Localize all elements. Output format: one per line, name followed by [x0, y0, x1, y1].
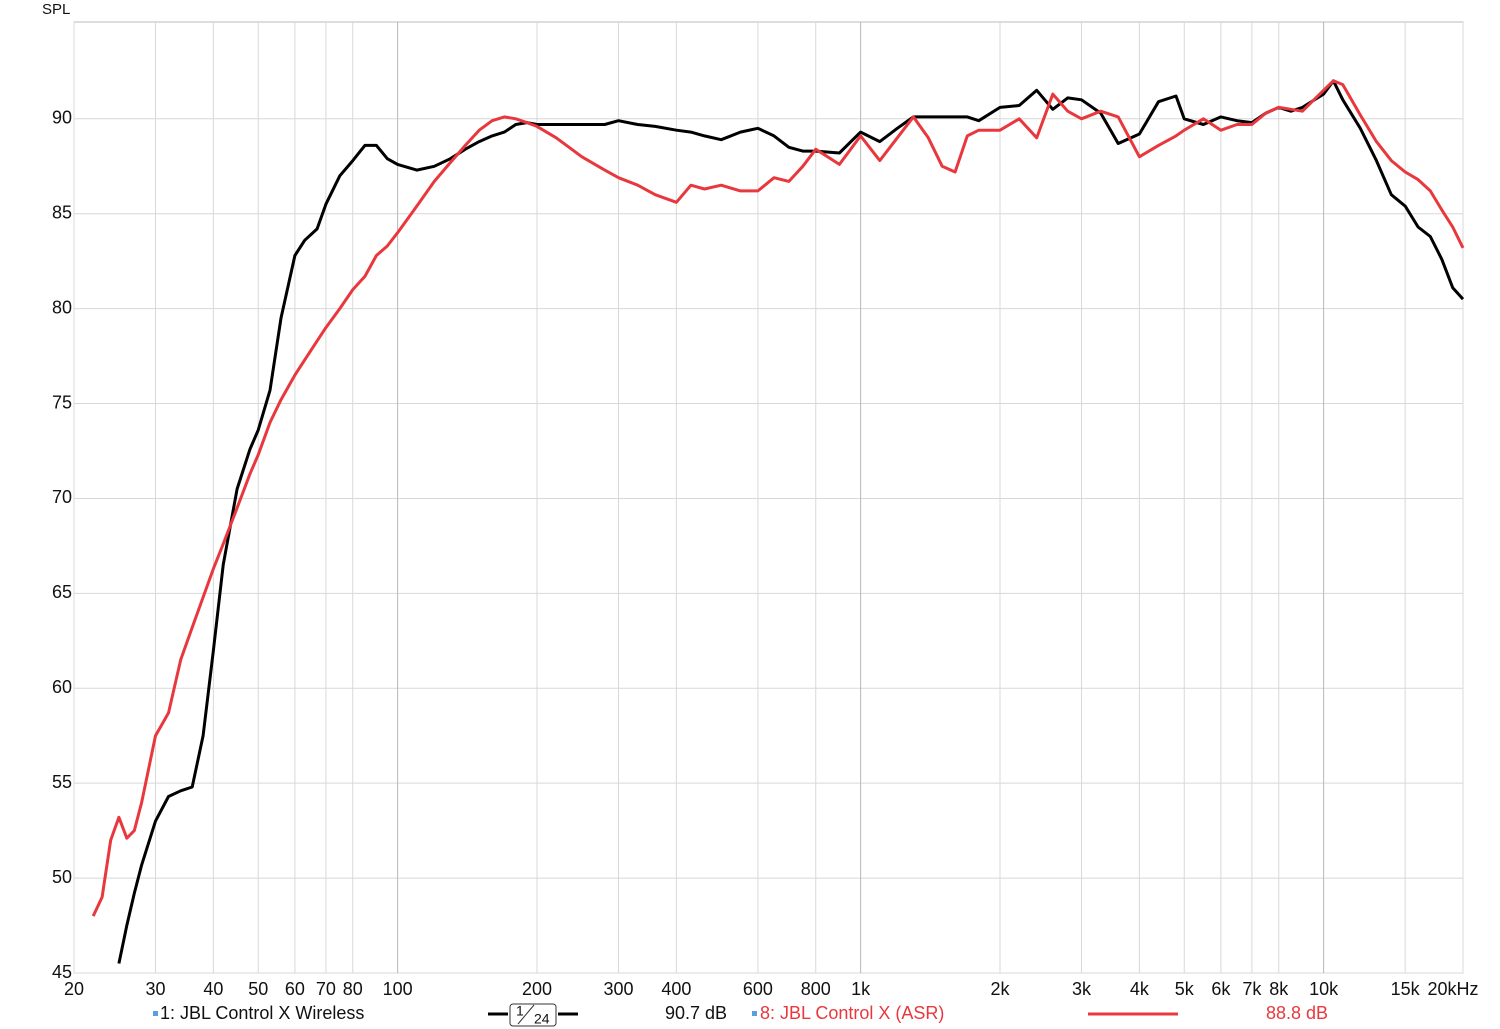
x-tick-label: 8k	[1269, 979, 1289, 999]
x-tick-label: 600	[743, 979, 773, 999]
y-tick-label: 90	[52, 108, 72, 128]
y-tick-label: 80	[52, 297, 72, 317]
x-tick-label: 400	[661, 979, 691, 999]
y-tick-label: 55	[52, 772, 72, 792]
x-tick-label: 5k	[1175, 979, 1195, 999]
x-tick-label: 7k	[1242, 979, 1262, 999]
x-tick-label: 60	[285, 979, 305, 999]
legend-marker	[153, 1011, 158, 1016]
plot-area	[73, 21, 1464, 974]
y-axis-label: SPL	[42, 1, 70, 18]
series-line	[91, 79, 1465, 917]
y-tick-label: 60	[52, 677, 72, 697]
x-tick-label: 800	[801, 979, 831, 999]
smoothing-numerator: 1	[516, 1003, 524, 1019]
x-tick-label: 100	[383, 979, 413, 999]
x-tick-label: 70	[316, 979, 336, 999]
x-tick-label: 30	[146, 979, 166, 999]
legend-marker	[752, 1011, 757, 1016]
y-tick-label: 50	[52, 867, 72, 887]
y-tick-label: 70	[52, 487, 72, 507]
y-tick-label: 65	[52, 582, 72, 602]
y-tick-label: 85	[52, 202, 72, 222]
x-tick-label: 15k	[1391, 979, 1421, 999]
x-tick-label: 300	[604, 979, 634, 999]
x-tick-label: 3k	[1072, 979, 1092, 999]
legend-level: 88.8 dB	[1266, 1003, 1328, 1023]
smoothing-denominator: 24	[534, 1011, 550, 1027]
legend-name: 1: JBL Control X Wireless	[160, 1003, 364, 1023]
x-tick-label: 2k	[990, 979, 1010, 999]
x-tick-label: 50	[248, 979, 268, 999]
smoothing-slash	[517, 1004, 535, 1025]
legend-name: 8: JBL Control X (ASR)	[760, 1003, 944, 1023]
y-tick-label: 45	[52, 962, 72, 982]
x-tick-label: 80	[343, 979, 363, 999]
x-tick-label: 1k	[851, 979, 871, 999]
x-tick-label: 20kHz	[1427, 979, 1478, 999]
x-tick-label: 200	[522, 979, 552, 999]
x-tick-label: 40	[203, 979, 223, 999]
x-tick-label: 6k	[1211, 979, 1231, 999]
y-tick-label: 75	[52, 392, 72, 412]
x-tick-label: 4k	[1130, 979, 1150, 999]
legend-level: 90.7 dB	[665, 1003, 727, 1023]
x-tick-label: 10k	[1309, 979, 1339, 999]
x-tick-label: 20	[64, 979, 84, 999]
